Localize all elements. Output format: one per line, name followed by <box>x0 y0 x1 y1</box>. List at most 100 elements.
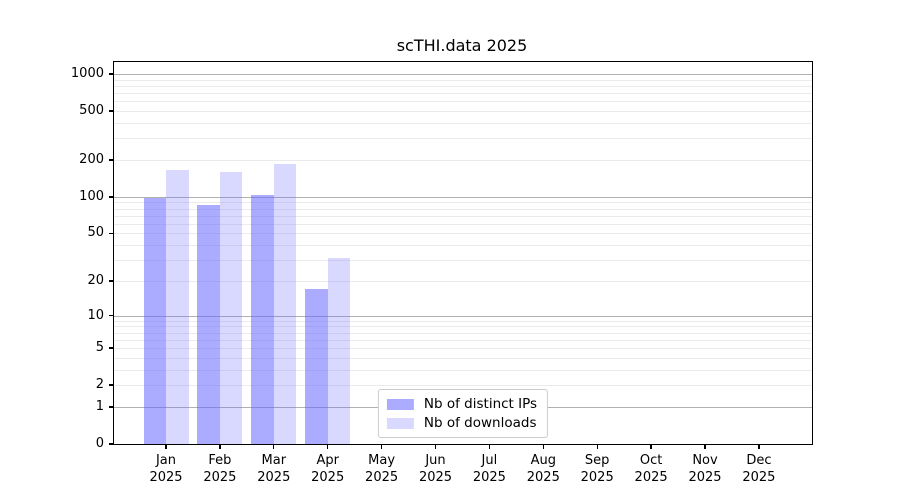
x-tick-label: May 2025 <box>352 452 412 486</box>
x-tick-mark <box>327 444 329 449</box>
x-tick-mark <box>380 444 383 449</box>
x-tick-mark <box>273 444 275 449</box>
x-tick-year: 2025 <box>311 470 345 485</box>
y-tick-mark <box>109 73 114 75</box>
bar-downloads <box>219 171 243 444</box>
x-tick-month: Jun <box>425 453 446 468</box>
legend-swatch-downloads <box>386 417 414 429</box>
minor-gridline <box>114 79 812 81</box>
major-gridline <box>114 196 812 198</box>
x-tick-label: Aug 2025 <box>513 452 573 486</box>
x-tick-year: 2025 <box>365 470 399 485</box>
minor-gridline <box>114 159 812 161</box>
minor-gridline <box>114 326 812 328</box>
x-tick-month: Dec <box>746 453 772 468</box>
minor-gridline <box>114 85 812 87</box>
minor-gridline <box>114 215 812 217</box>
y-tick-label: 0 <box>95 436 104 451</box>
x-tick-mark <box>542 444 544 449</box>
minor-gridline <box>114 245 812 247</box>
minor-gridline <box>114 138 812 140</box>
minor-gridline <box>114 260 812 262</box>
x-tick-label: Dec 2025 <box>729 452 789 486</box>
x-tick-month: Jul <box>481 453 498 468</box>
y-tick-mark <box>109 406 114 408</box>
x-tick-year: 2025 <box>257 470 291 485</box>
bar-distinct-ips <box>251 195 274 444</box>
minor-gridline <box>114 320 812 322</box>
bar-distinct-ips <box>197 205 220 444</box>
x-tick-year: 2025 <box>472 470 506 485</box>
x-tick-month: May <box>368 453 396 468</box>
minor-gridline <box>114 111 812 113</box>
y-tick-mark <box>109 232 114 235</box>
legend: Nb of distinct IPs Nb of downloads <box>377 389 549 438</box>
x-tick-month: Sep <box>584 453 610 468</box>
x-tick-mark <box>219 444 221 449</box>
x-tick-label: Nov 2025 <box>675 452 735 486</box>
y-tick-label: 1 <box>95 398 104 414</box>
minor-gridline <box>114 208 812 210</box>
x-tick-label: Feb 2025 <box>190 452 250 486</box>
x-tick-mark <box>650 444 652 449</box>
x-tick-label: Jul 2025 <box>459 452 519 486</box>
x-tick-month: Mar <box>261 453 287 468</box>
bar-distinct-ips <box>143 197 166 444</box>
legend-item-downloads: Nb of downloads <box>386 415 537 431</box>
x-tick-mark <box>596 444 598 449</box>
x-tick-month: Nov <box>692 453 718 468</box>
x-tick-mark <box>704 444 706 449</box>
x-tick-year: 2025 <box>203 470 237 485</box>
minor-gridline <box>114 385 812 387</box>
y-tick-label: 500 <box>79 103 104 119</box>
x-tick-year: 2025 <box>418 470 453 485</box>
x-tick-year: 2025 <box>526 470 560 485</box>
y-tick-mark <box>109 347 114 349</box>
x-tick-year: 2025 <box>580 470 614 485</box>
y-tick-mark <box>109 280 114 282</box>
minor-gridline <box>114 332 812 334</box>
y-tick-mark <box>109 314 114 317</box>
bar-downloads <box>327 258 351 444</box>
legend-label-downloads: Nb of downloads <box>423 415 537 431</box>
x-tick-label: Mar 2025 <box>244 452 304 486</box>
x-tick-year: 2025 <box>688 470 722 485</box>
y-tick-mark <box>109 110 114 112</box>
x-tick-label: Sep 2025 <box>567 452 627 486</box>
y-tick-label: 100 <box>79 188 104 204</box>
y-tick-label: 50 <box>87 225 104 241</box>
minor-gridline <box>114 93 812 95</box>
bar-distinct-ips <box>305 289 328 444</box>
minor-gridline <box>114 280 812 282</box>
x-tick-month: Apr <box>316 453 339 468</box>
bar-downloads <box>166 170 189 444</box>
y-tick-label: 200 <box>79 151 104 167</box>
x-tick-mark <box>758 444 760 449</box>
y-tick-mark <box>109 443 114 445</box>
x-tick-mark <box>488 444 491 449</box>
x-tick-mark <box>165 444 167 449</box>
legend-label-distinct-ips: Nb of distinct IPs <box>423 396 538 412</box>
x-tick-label: Jan 2025 <box>136 452 196 486</box>
major-gridline <box>114 315 812 317</box>
x-tick-label: Oct 2025 <box>621 452 681 486</box>
legend-item-distinct-ips: Nb of distinct IPs <box>386 396 538 412</box>
minor-gridline <box>114 202 812 204</box>
x-tick-mark <box>434 444 437 449</box>
bar-downloads <box>273 164 297 444</box>
minor-gridline <box>114 369 812 371</box>
x-tick-month: Oct <box>639 453 663 468</box>
y-tick-label: 2 <box>95 377 104 393</box>
y-tick-mark <box>109 196 114 198</box>
y-tick-label: 20 <box>87 272 104 288</box>
y-tick-label: 1000 <box>70 66 104 81</box>
x-tick-year: 2025 <box>634 470 668 485</box>
minor-gridline <box>114 223 812 225</box>
plot-area: 0 1 2 5 10 20 50 100 200 500 1000 Jan 2025 Feb 2025 Ma… <box>71 61 813 485</box>
chart-title: scTHI.data 2025 <box>396 36 528 55</box>
x-tick-label: Apr 2025 <box>298 452 358 486</box>
y-tick-label: 5 <box>95 340 104 356</box>
minor-gridline <box>114 357 812 359</box>
y-tick-mark <box>109 159 114 161</box>
